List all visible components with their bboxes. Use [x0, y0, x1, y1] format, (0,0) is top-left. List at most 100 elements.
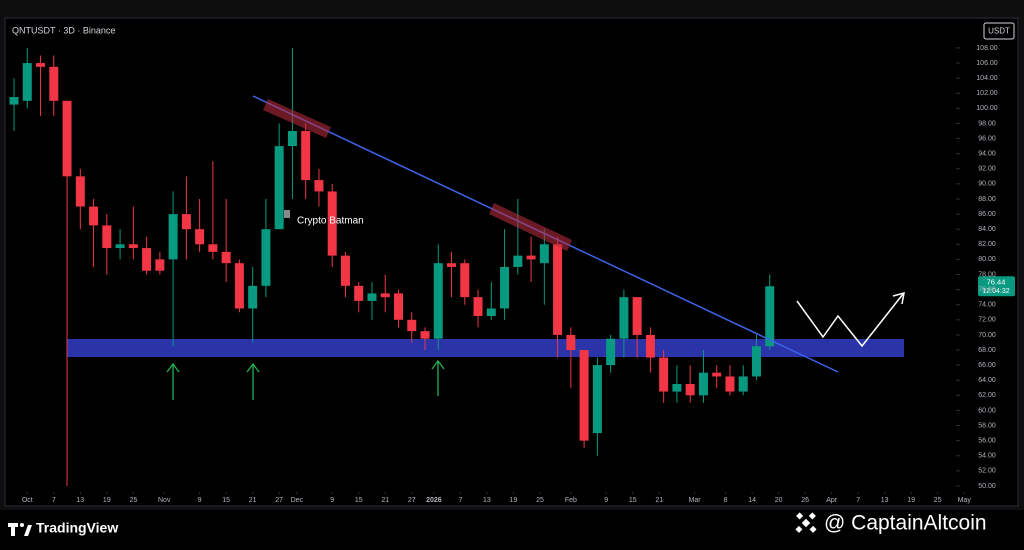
countdown: 12:04:32 [982, 288, 1009, 295]
x-tick-label: 7 [856, 497, 860, 504]
annotation-icon [284, 210, 290, 218]
brand: TradingView [36, 520, 118, 536]
x-tick-label: Mar [689, 497, 702, 504]
x-tick-label: 9 [604, 497, 608, 504]
candle-body [327, 191, 337, 256]
y-tick-label: 68.00 [978, 347, 996, 354]
candle-body [645, 334, 655, 358]
annotation: Crypto Batman [297, 216, 364, 227]
candle-body [195, 229, 205, 245]
x-tick-label: 7 [52, 497, 56, 504]
candle-body [181, 214, 191, 230]
y-tick-label: 94.00 [978, 151, 996, 158]
candle-body [22, 63, 32, 101]
candle-body [751, 346, 761, 377]
candle-body [128, 244, 138, 249]
y-tick-label: 92.00 [978, 166, 996, 173]
candle-body [248, 285, 258, 309]
x-tick-label: May [958, 497, 972, 504]
candle-body [208, 244, 218, 252]
tradingview-logo [8, 523, 32, 536]
candle-body [393, 293, 403, 320]
y-tick-label: 54.00 [978, 453, 996, 460]
y-tick-label: 70.00 [978, 332, 996, 339]
y-tick-label: 106.00 [976, 60, 998, 67]
candle-body [274, 146, 284, 230]
candle-body [486, 308, 496, 317]
candle-body [592, 365, 602, 434]
x-tick-label: 13 [881, 497, 889, 504]
y-tick-label: 56.00 [978, 437, 996, 444]
candle-body [115, 244, 125, 249]
candle-body [9, 97, 19, 105]
x-tick-label: 25 [536, 497, 544, 504]
candle-body [142, 248, 152, 271]
candle-body [460, 263, 470, 298]
currency[interactable]: USDT [988, 27, 1010, 36]
x-tick-label: 15 [222, 497, 230, 504]
axes: 50.00 52.00 54.00 56.00 58.00 60.00 62.00 64.00… [22, 45, 998, 504]
projection-path [796, 293, 904, 348]
y-tick-label: 76.00 [978, 286, 996, 293]
candle-body [221, 251, 231, 264]
x-tick-label: Apr [826, 497, 838, 504]
candle-body [685, 384, 695, 396]
candle-body [234, 263, 244, 309]
y-tick-label: 84.00 [978, 226, 996, 233]
candle-body [698, 372, 708, 396]
candle-body [261, 229, 271, 286]
candle-body [380, 293, 390, 298]
y-tick-label: 74.00 [978, 302, 996, 309]
x-tick-label: Nov [158, 497, 171, 504]
support-band [67, 339, 904, 357]
candle-body [301, 131, 311, 181]
x-tick-label: Feb [565, 497, 577, 504]
y-tick-label: 102.00 [976, 90, 998, 97]
x-tick-label: Oct [22, 497, 33, 504]
drawings-front: Crypto Batman [166, 95, 905, 400]
candles [9, 47, 775, 486]
y-tick-label: 58.00 [978, 422, 996, 429]
candle-body [447, 263, 457, 267]
watermark: @ CaptainAltcoin [824, 512, 987, 535]
candle-body [287, 131, 297, 147]
candle-body [62, 100, 72, 177]
last-price-box [978, 276, 1015, 297]
candle-body [672, 384, 682, 392]
y-tick-label: 90.00 [978, 181, 996, 188]
x-tick-label: 27 [408, 497, 416, 504]
currency-box[interactable] [983, 22, 1015, 40]
x-tick-label: 9 [330, 497, 334, 504]
x-tick-label: 15 [355, 497, 363, 504]
x-tick-label: 27 [275, 497, 283, 504]
y-tick-label: 80.00 [978, 256, 996, 263]
candle-body [500, 266, 510, 309]
x-tick-label: 26 [801, 497, 809, 504]
footer-strip [0, 510, 1024, 550]
y-tick-label: 88.00 [978, 196, 996, 203]
candle-body [579, 350, 589, 441]
x-tick-label: 19 [103, 497, 111, 504]
candle-body [168, 214, 178, 260]
candle-body [539, 244, 549, 264]
candle-body [632, 297, 642, 335]
candle-body [765, 286, 775, 347]
candle-body [513, 255, 523, 267]
candle-body [606, 338, 616, 366]
y-tick-label: 64.00 [978, 377, 996, 384]
candle-body [659, 357, 669, 392]
y-tick-label: 62.00 [978, 392, 996, 399]
candle-body [725, 376, 735, 392]
chart-title: QNTUSDT · 3D · Binance [12, 25, 115, 35]
candle-body [340, 255, 350, 286]
x-tick-label: 21 [381, 497, 389, 504]
candle-body [712, 372, 722, 377]
y-tick-label: 60.00 [978, 407, 996, 414]
y-tick-label: 66.00 [978, 362, 996, 369]
x-tick-label: 9 [198, 497, 202, 504]
x-tick-label: 13 [483, 497, 491, 504]
last-price: 76.44 [987, 277, 1006, 286]
x-tick-label: 13 [76, 497, 84, 504]
y-tick-label: 72.00 [978, 317, 996, 324]
